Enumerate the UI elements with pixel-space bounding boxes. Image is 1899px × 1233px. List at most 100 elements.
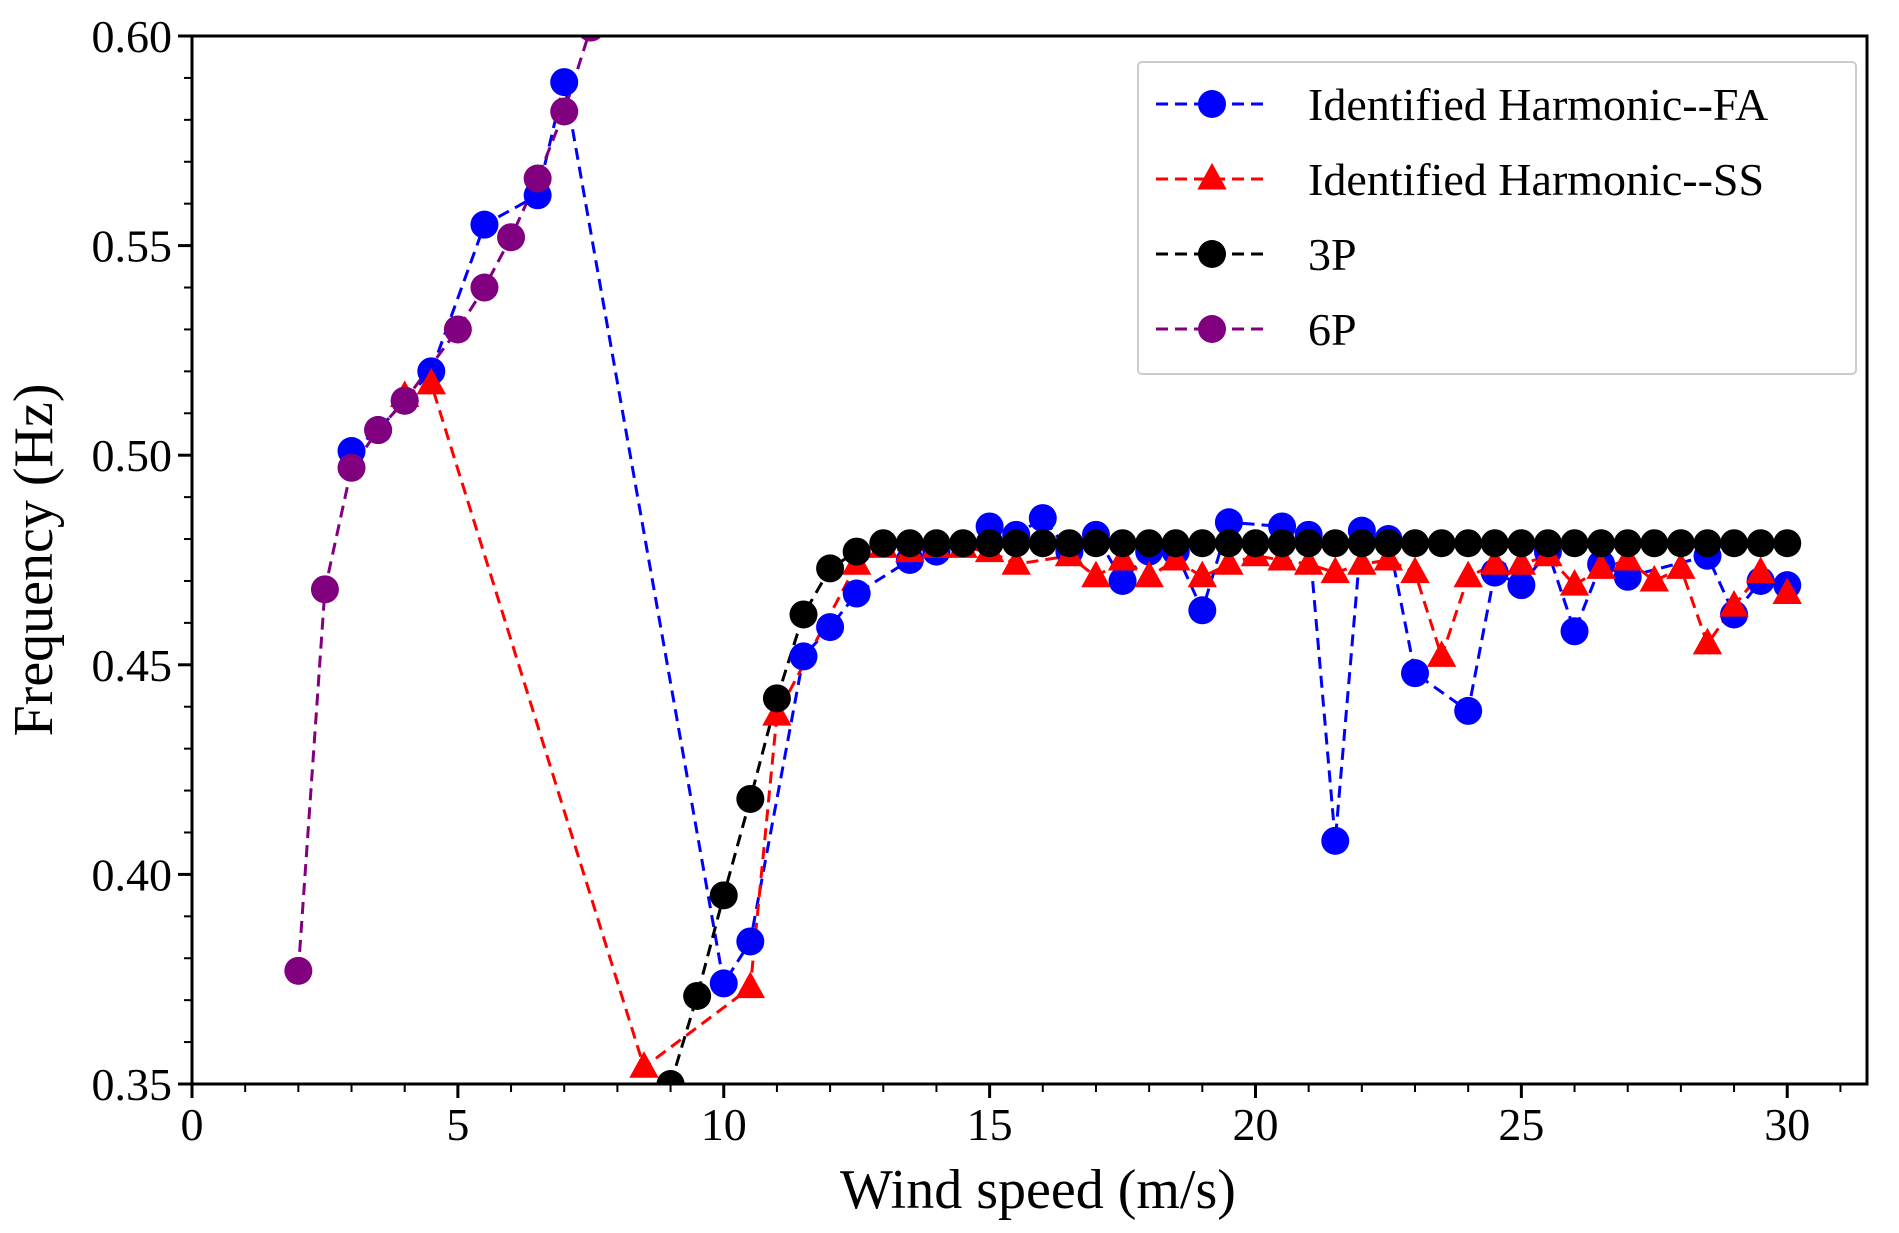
- data-point: [736, 784, 765, 813]
- data-point: [1002, 529, 1031, 558]
- data-point: [735, 971, 766, 999]
- data-point: [470, 273, 499, 302]
- x-tick-label: 5: [446, 1099, 469, 1150]
- data-point: [1108, 529, 1137, 558]
- data-point: [337, 453, 366, 482]
- y-tick-label: 0.50: [92, 430, 173, 481]
- data-point: [629, 1051, 659, 1078]
- data-point: [1320, 556, 1350, 584]
- data-point: [1454, 529, 1483, 558]
- data-point: [1613, 529, 1642, 558]
- data-point: [1587, 529, 1616, 558]
- x-tick-label: 20: [1232, 1099, 1278, 1150]
- x-tick-label: 15: [967, 1099, 1013, 1150]
- data-point: [1161, 529, 1190, 558]
- data-point: [1188, 529, 1217, 558]
- data-point: [390, 386, 419, 415]
- data-point: [1507, 571, 1536, 600]
- data-point: [975, 529, 1004, 558]
- data-point: [523, 164, 552, 193]
- data-point: [1028, 504, 1057, 533]
- data-point: [1028, 529, 1057, 558]
- series-line: [296, 36, 590, 971]
- legend-label: 3P: [1308, 229, 1357, 280]
- data-point: [1347, 529, 1376, 558]
- data-point: [1294, 529, 1323, 558]
- data-point: [1321, 529, 1350, 558]
- data-point: [1081, 529, 1110, 558]
- series-line: [350, 81, 1788, 988]
- data-point: [709, 881, 738, 910]
- data-point: [1666, 552, 1696, 579]
- data-point: [1400, 556, 1430, 584]
- axes-layer: 0 5 10 15 20 25 30 0.35 0.40 0.45 0.50 0.55 0.60: [92, 11, 1842, 1150]
- data-point: [1586, 552, 1616, 579]
- data-point: [1773, 529, 1802, 558]
- x-axis-label: Wind speed (m/s): [840, 1159, 1236, 1221]
- data-point: [1347, 548, 1377, 575]
- data-point: [842, 537, 871, 566]
- data-point: [1559, 569, 1590, 596]
- legend-label: Identified Harmonic--SS: [1308, 154, 1764, 205]
- data-point: [1241, 529, 1270, 558]
- data-point: [1533, 529, 1562, 558]
- series-line: [404, 381, 1789, 1070]
- y-axis-label: Frequency (Hz): [3, 384, 65, 737]
- y-tick-label: 0.45: [92, 640, 173, 691]
- data-point: [497, 223, 526, 252]
- data-point: [1081, 560, 1111, 588]
- data-point: [762, 684, 791, 713]
- data-point: [1639, 564, 1670, 592]
- data-point: [364, 416, 393, 445]
- data-point: [1134, 560, 1164, 588]
- data-point: [1401, 659, 1430, 688]
- legend: Identified Harmonic--FA Identified Harmon…: [1137, 61, 1857, 375]
- data-point: [1135, 529, 1164, 558]
- data-point: [1772, 577, 1802, 605]
- data-point: [1108, 566, 1137, 595]
- data-point: [550, 97, 579, 126]
- data-point: [1506, 548, 1537, 575]
- data-point: [1401, 529, 1430, 558]
- data-point: [284, 956, 313, 985]
- data-point: [1374, 529, 1403, 558]
- legend-marker: [1198, 315, 1226, 343]
- data-point: [816, 554, 845, 583]
- data-point: [789, 600, 818, 629]
- data-point: [1720, 529, 1749, 558]
- data-point: [736, 927, 765, 956]
- data-point: [789, 642, 818, 671]
- legend-marker: [1198, 240, 1226, 268]
- x-tick-label: 25: [1498, 1099, 1544, 1150]
- data-point: [1188, 596, 1217, 625]
- data-point: [1293, 548, 1324, 575]
- data-point: [1268, 529, 1297, 558]
- data-point: [1454, 696, 1483, 725]
- data-point: [550, 68, 579, 97]
- data-point: [1427, 529, 1456, 558]
- data-point: [1214, 529, 1243, 558]
- x-tick-label: 0: [181, 1099, 204, 1150]
- plot-frame: [190, 34, 1869, 1086]
- data-point: [1055, 529, 1084, 558]
- data-point: [1507, 529, 1536, 558]
- data-point: [1214, 548, 1244, 575]
- legend-label: 6P: [1308, 304, 1357, 355]
- data-point: [656, 1070, 685, 1084]
- legend-label: Identified Harmonic--FA: [1308, 79, 1768, 130]
- data-point: [1480, 548, 1510, 575]
- y-tick-label: 0.60: [92, 11, 173, 62]
- y-tick-label: 0.40: [92, 849, 173, 900]
- y-tick-label: 0.35: [92, 1059, 173, 1110]
- data-point: [1745, 556, 1776, 584]
- data-point: [470, 210, 499, 239]
- data-point: [1214, 508, 1243, 537]
- data-point: [1693, 529, 1722, 558]
- data-point: [1187, 560, 1218, 588]
- data-point: [1560, 529, 1589, 558]
- data-point: [1426, 640, 1457, 667]
- data-point: [1321, 826, 1350, 855]
- data-point: [310, 575, 339, 604]
- data-point: [895, 529, 924, 558]
- data-point: [816, 613, 845, 642]
